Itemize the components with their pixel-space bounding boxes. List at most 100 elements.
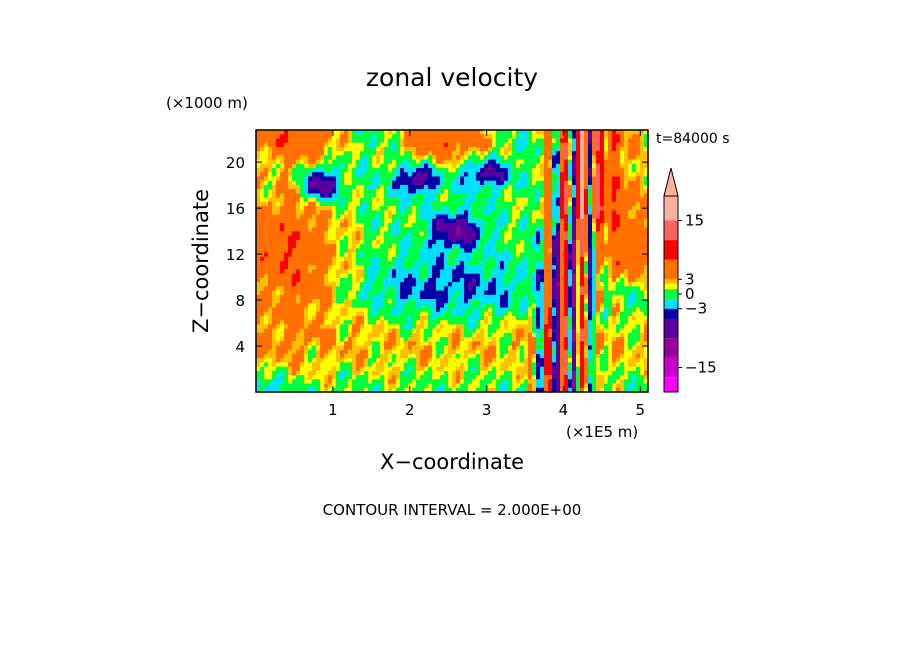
field-cell bbox=[320, 244, 325, 249]
field-cell bbox=[404, 282, 409, 287]
field-cell bbox=[524, 252, 529, 258]
field-cell bbox=[484, 218, 489, 224]
field-cell bbox=[280, 337, 285, 342]
field-cell bbox=[272, 315, 277, 321]
field-cell bbox=[568, 269, 573, 275]
field-cell bbox=[436, 146, 441, 152]
field-cell bbox=[260, 320, 265, 325]
field-cell bbox=[500, 286, 505, 291]
field-cell bbox=[516, 180, 521, 186]
field-cell bbox=[540, 265, 545, 270]
field-cell bbox=[364, 337, 369, 342]
field-cell bbox=[576, 197, 581, 203]
field-cell bbox=[392, 146, 397, 152]
field-cell bbox=[332, 256, 337, 262]
field-cell bbox=[320, 307, 325, 313]
field-cell bbox=[364, 307, 369, 313]
field-cell bbox=[488, 168, 493, 173]
field-cell bbox=[428, 337, 433, 342]
field-cell bbox=[508, 315, 513, 321]
field-cell bbox=[532, 290, 537, 296]
field-cell bbox=[636, 197, 641, 203]
field-cell bbox=[480, 265, 485, 270]
field-cell bbox=[316, 328, 321, 334]
field-cell bbox=[480, 256, 485, 262]
field-cell bbox=[408, 193, 413, 199]
field-cell bbox=[572, 206, 577, 211]
field-cell bbox=[352, 227, 357, 232]
field-cell bbox=[316, 286, 321, 291]
field-cell bbox=[400, 290, 405, 296]
field-cell bbox=[308, 311, 313, 317]
field-cell bbox=[456, 193, 461, 199]
field-cell bbox=[520, 273, 525, 279]
field-cell bbox=[644, 299, 649, 304]
field-cell bbox=[396, 155, 401, 160]
field-cell bbox=[360, 176, 365, 182]
field-cell bbox=[624, 299, 629, 304]
field-cell bbox=[264, 265, 269, 270]
field-cell bbox=[552, 261, 557, 266]
field-cell bbox=[380, 282, 385, 287]
field-cell bbox=[600, 337, 605, 342]
field-cell bbox=[564, 269, 569, 275]
field-cell bbox=[532, 328, 537, 334]
field-cell bbox=[340, 197, 345, 203]
field-cell bbox=[464, 184, 469, 190]
field-cell bbox=[524, 341, 529, 346]
field-cell bbox=[352, 311, 357, 317]
field-cell bbox=[416, 184, 421, 190]
field-cell bbox=[392, 130, 397, 135]
field-cell bbox=[320, 159, 325, 165]
field-cell bbox=[360, 210, 365, 215]
field-cell bbox=[296, 222, 301, 228]
field-cell bbox=[580, 269, 585, 275]
field-cell bbox=[332, 163, 337, 169]
field-cell bbox=[376, 222, 381, 228]
field-cell bbox=[320, 332, 325, 338]
field-cell bbox=[284, 222, 289, 228]
field-cell bbox=[616, 210, 621, 215]
field-cell bbox=[536, 332, 541, 338]
field-cell bbox=[528, 341, 533, 346]
field-cell bbox=[568, 168, 573, 173]
field-cell bbox=[632, 206, 637, 211]
field-cell bbox=[264, 231, 269, 237]
field-cell bbox=[500, 332, 505, 338]
field-cell bbox=[608, 142, 613, 148]
field-cell bbox=[484, 168, 489, 173]
field-cell bbox=[464, 277, 469, 283]
field-cell bbox=[372, 138, 377, 144]
field-cell bbox=[628, 265, 633, 270]
field-cell bbox=[644, 168, 649, 173]
field-cell bbox=[516, 282, 521, 287]
field-cell bbox=[260, 282, 265, 287]
field-cell bbox=[360, 138, 365, 144]
field-cell bbox=[488, 290, 493, 296]
field-cell bbox=[412, 222, 417, 228]
field-cell bbox=[532, 256, 537, 262]
field-cell bbox=[624, 337, 629, 342]
field-cell bbox=[280, 248, 285, 253]
field-cell bbox=[576, 214, 581, 220]
field-cell bbox=[616, 168, 621, 173]
field-cell bbox=[356, 303, 361, 308]
field-cell bbox=[576, 311, 581, 317]
field-cell bbox=[616, 222, 621, 228]
field-cell bbox=[500, 303, 505, 308]
field-cell bbox=[440, 231, 445, 237]
field-cell bbox=[360, 227, 365, 232]
field-cell bbox=[288, 155, 293, 160]
field-cell bbox=[528, 244, 533, 249]
field-cell bbox=[408, 151, 413, 156]
field-cell bbox=[560, 265, 565, 270]
field-cell bbox=[640, 163, 645, 169]
field-cell bbox=[352, 269, 357, 275]
field-cell bbox=[508, 324, 513, 330]
field-cell bbox=[392, 193, 397, 199]
field-cell bbox=[404, 142, 409, 148]
field-cell bbox=[580, 282, 585, 287]
field-cell bbox=[612, 201, 617, 207]
field-cell bbox=[268, 277, 273, 283]
field-cell bbox=[508, 180, 513, 186]
